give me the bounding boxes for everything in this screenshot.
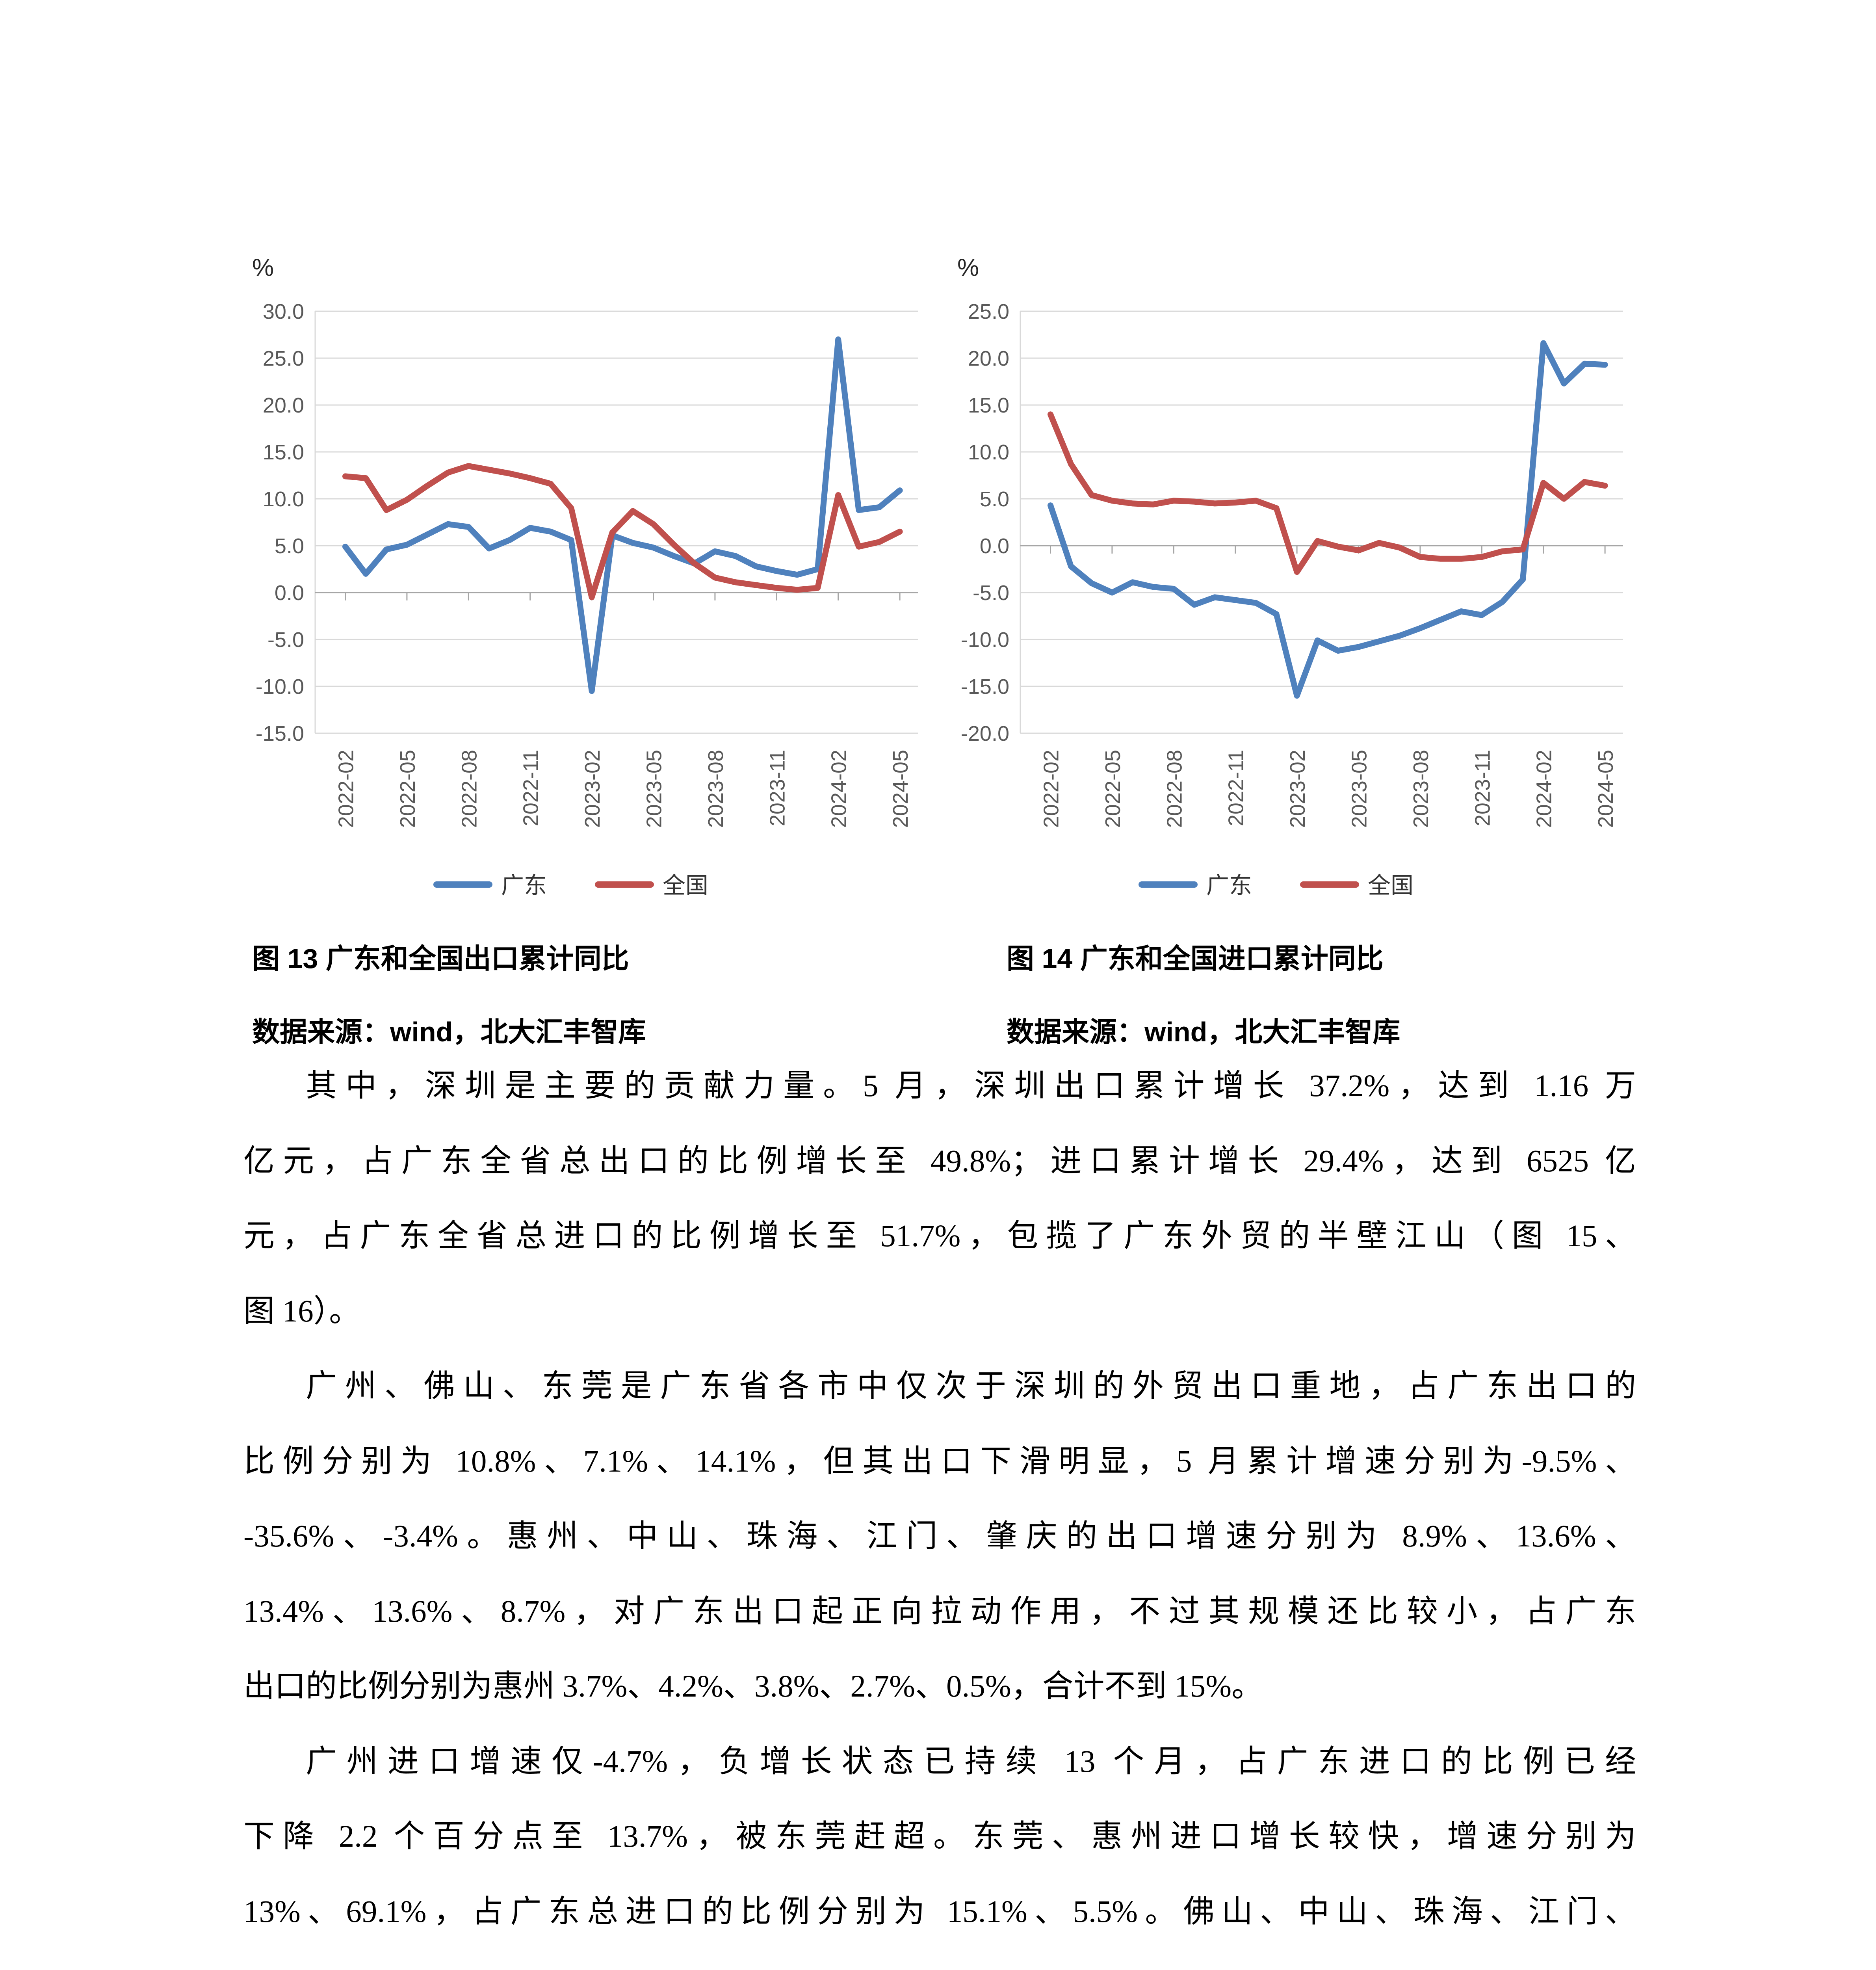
text-line: 元，占广东全省总进口的比例增长至 51.7%，包揽了广东外贸的半壁江山（图 15…	[243, 1219, 1636, 1253]
y-tick-label: 15.0	[263, 440, 304, 464]
y-tick-label: -15.0	[961, 675, 1009, 699]
figure-13-caption: 图 13 广东和全国出口累计同比 数据来源：wind，北大汇丰智库	[252, 922, 1001, 1069]
x-tick-label: 2023-05	[1348, 750, 1371, 828]
text-line: 亿元，占广东全省总出口的比例增长至 49.8%；进口累计增长 29.4%，达到 …	[243, 1144, 1636, 1178]
x-tick-label: 2022-11	[519, 750, 543, 826]
series-national-line	[342, 463, 903, 600]
y-tick-label: 10.0	[968, 440, 1009, 464]
series-guangdong-line	[1048, 340, 1608, 699]
legend-swatch-national	[595, 881, 654, 888]
x-tick-label: 2024-05	[1594, 750, 1618, 828]
legend-swatch-national	[1300, 881, 1359, 888]
text-line: 13%、69.1%，占广东总进口的比例分别为 15.1%、5.5%。佛山、中山、…	[243, 1894, 1636, 1929]
x-tick-label: 2023-11	[1471, 750, 1494, 826]
y-axis-unit-label: %	[252, 254, 274, 281]
x-tick-label: 2022-08	[1163, 750, 1186, 828]
x-tick-label: 2022-02	[1040, 750, 1063, 828]
figure-14-caption: 图 14 广东和全国进口累计同比 数据来源：wind，北大汇丰智库	[1007, 922, 1755, 1069]
y-tick-label: -15.0	[256, 722, 304, 745]
legend-swatch-guangdong	[1139, 881, 1198, 888]
y-tick-label: 20.0	[968, 347, 1009, 370]
text-line: 广州、佛山、东莞是广东省各市中仅次于深圳的外贸出口重地，占广东出口的	[306, 1369, 1636, 1403]
legend-label-guangdong: 广东	[1206, 873, 1252, 898]
x-tick-label: 2023-02	[581, 750, 604, 828]
y-tick-label: 25.0	[968, 300, 1009, 323]
y-tick-label: -5.0	[267, 628, 304, 652]
x-tick-label: 2022-11	[1224, 750, 1248, 826]
x-tick-label: 2023-08	[704, 750, 728, 828]
y-tick-label: 20.0	[263, 394, 304, 417]
y-tick-label: 15.0	[968, 394, 1009, 417]
x-tick-label: 2023-11	[765, 750, 789, 826]
x-tick-label: 2023-08	[1409, 750, 1433, 828]
legend-label-national: 全国	[1368, 873, 1414, 898]
x-tick-label: 2023-02	[1286, 750, 1309, 828]
legend-swatch-guangdong	[433, 881, 492, 888]
series-guangdong-line	[342, 336, 903, 694]
text-line: 肇庆的进口规模还较小，合计占比约 9.0%（其中佛山 3.7%、珠海 2.8%，…	[243, 1950, 1636, 1970]
figure-13-source: 数据来源：wind，北大汇丰智库	[252, 1017, 646, 1047]
text-line: 图 16）。	[243, 1294, 360, 1329]
y-axis-unit-label: %	[957, 254, 979, 281]
text-line: 比例分别为 10.8%、7.1%、14.1%，但其出口下滑明显，5 月累计增速分…	[243, 1444, 1636, 1479]
y-tick-label: 30.0	[263, 300, 304, 323]
y-tick-label: -5.0	[973, 581, 1009, 605]
y-tick-label: -20.0	[961, 722, 1009, 745]
y-tick-label: 0.0	[275, 581, 304, 605]
export-chart-figure: % 30.0 25.0 20.0 15.0 10.0 5.0 0.0 -5.0 -10.0 -15.…	[236, 232, 945, 942]
text-line: 广州进口增速仅-4.7%，负增长状态已持续 13 个月，占广东进口的比例已经	[306, 1744, 1636, 1779]
export-chart-canvas: % 30.0 25.0 20.0 15.0 10.0 5.0 0.0 -5.0 -10.0 -15.…	[252, 254, 918, 898]
x-tick-label: 2023-05	[643, 750, 666, 828]
y-tick-label: 0.0	[980, 534, 1009, 558]
y-tick-label: 5.0	[275, 534, 304, 558]
figure-13-title: 图 13 广东和全国出口累计同比	[252, 943, 629, 974]
x-tick-label: 2024-05	[889, 750, 912, 828]
legend-label-guangdong: 广东	[501, 873, 547, 898]
body-text: 其中，深圳是主要的贡献力量。5 月，深圳出口累计增长 37.2%，达到 1.16…	[243, 1049, 1636, 1970]
y-tick-label: -10.0	[961, 628, 1009, 652]
x-tick-label: 2022-05	[1101, 750, 1125, 828]
y-tick-label: -10.0	[256, 675, 304, 699]
text-line: 其中，深圳是主要的贡献力量。5 月，深圳出口累计增长 37.2%，达到 1.16…	[306, 1069, 1636, 1103]
x-tick-label: 2024-02	[1532, 750, 1556, 828]
x-tick-label: 2022-08	[457, 750, 481, 828]
x-tick-label: 2022-02	[334, 750, 358, 828]
x-tick-label: 2024-02	[827, 750, 851, 828]
import-chart-figure: % 25.0 20.0 15.0 10.0 5.0 0.0 -5.0 -10.0 -15.0 -20…	[942, 232, 1651, 942]
text-line: -35.6%、-3.4%。惠州、中山、珠海、江门、肇庆的出口增速分别为 8.9%…	[243, 1519, 1636, 1554]
text-line: 出口的比例分别为惠州 3.7%、4.2%、3.8%、2.7%、0.5%，合计不到…	[243, 1669, 1263, 1704]
figure-14-title: 图 14 广东和全国进口累计同比	[1007, 943, 1384, 974]
series-national-line	[1048, 411, 1608, 575]
y-tick-label: 5.0	[980, 487, 1009, 511]
figure-14-source: 数据来源：wind，北大汇丰智库	[1007, 1017, 1400, 1047]
text-line: 下降 2.2 个百分点至 13.7%，被东莞赶超。东莞、惠州进口增长较快，增速分…	[243, 1819, 1636, 1854]
y-tick-label: 10.0	[263, 487, 304, 511]
legend-label-national: 全国	[663, 873, 708, 898]
y-tick-label: 25.0	[263, 347, 304, 370]
x-tick-label: 2022-05	[396, 750, 420, 828]
import-chart-canvas: % 25.0 20.0 15.0 10.0 5.0 0.0 -5.0 -10.0 -15.0 -20…	[957, 254, 1623, 898]
text-line: 13.4%、13.6%、8.7%，对广东出口起正向拉动作用，不过其规模还比较小，…	[243, 1594, 1636, 1629]
